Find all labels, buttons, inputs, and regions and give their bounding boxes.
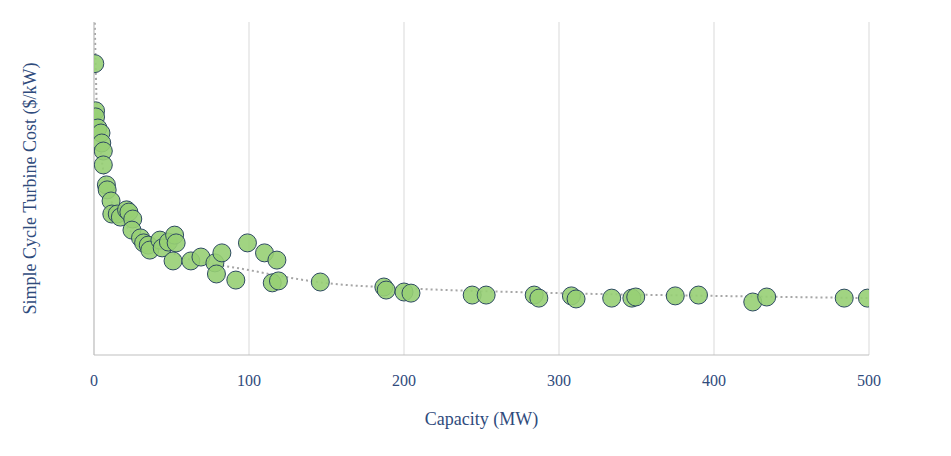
svg-text:200: 200 <box>392 372 416 389</box>
svg-text:400: 400 <box>702 372 726 389</box>
svg-text:0: 0 <box>90 372 98 389</box>
svg-text:Capacity (MW): Capacity (MW) <box>425 409 538 430</box>
svg-text:Simple Cycle Turbine Cost ($/k: Simple Cycle Turbine Cost ($/kW) <box>20 62 41 314</box>
svg-text:500: 500 <box>857 372 881 389</box>
svg-text:100: 100 <box>237 372 261 389</box>
svg-text:300: 300 <box>547 372 571 389</box>
